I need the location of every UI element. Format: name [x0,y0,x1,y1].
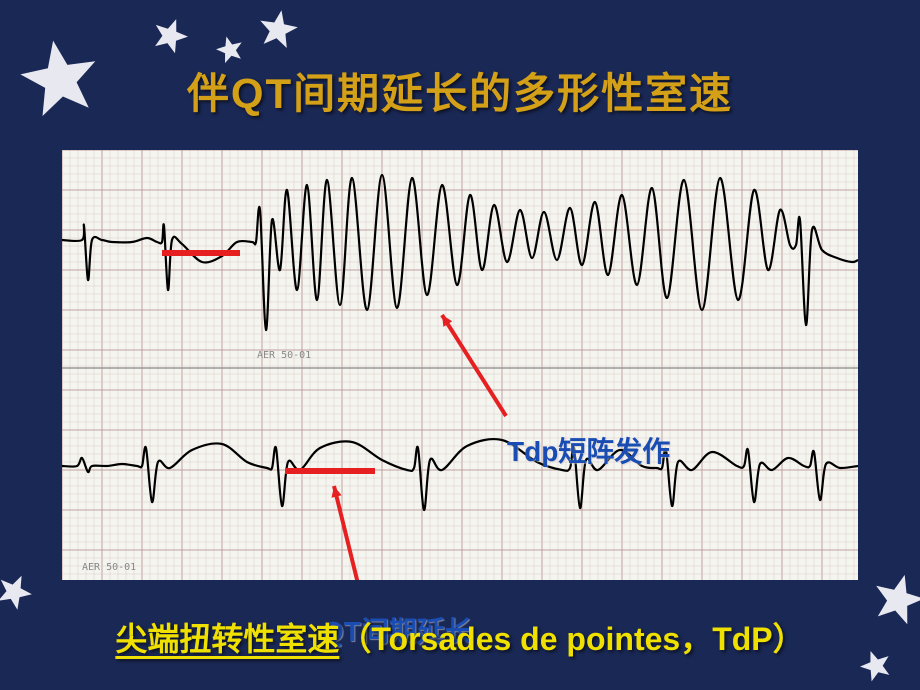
caption-term: 尖端扭转性室速 [115,621,339,657]
slide-title: 伴QT间期延长的多形性室速 [0,60,920,121]
annotation-arrows [62,150,858,580]
tdp-annotation: Tdp短阵发作 [507,430,670,470]
ecg-panel: Tdp短阵发作 QT间期延长 AER 50-01 AER 50-01 [62,150,858,580]
caption-paren: （Torsades de pointes，TdP） [339,621,804,657]
strip-label-1: AER 50-01 [257,350,311,361]
slide-caption: 尖端扭转性室速（Torsades de pointes，TdP） [0,614,920,660]
strip-label-2: AER 50-01 [82,562,136,573]
